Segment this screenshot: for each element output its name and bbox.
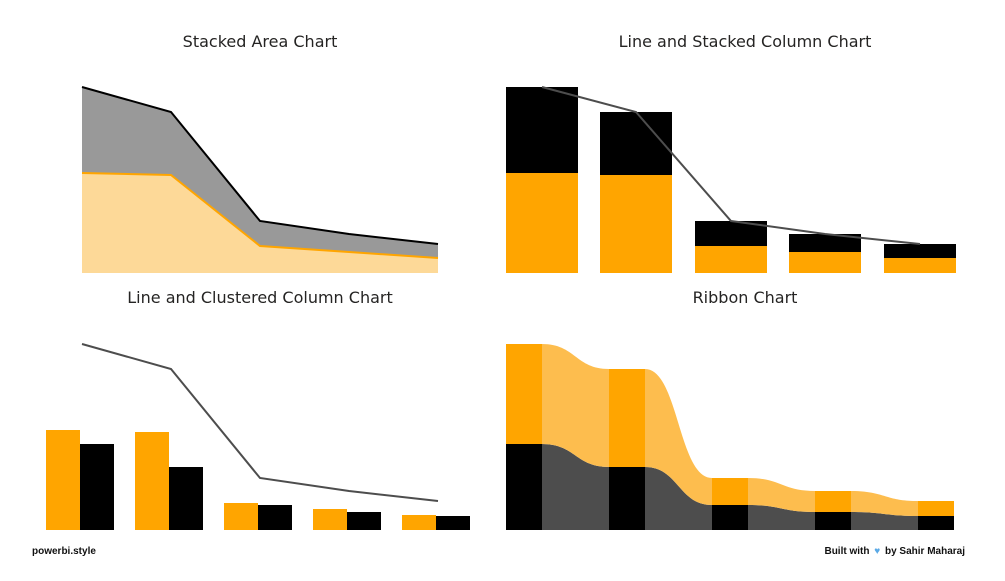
ribbon-black [542,444,609,530]
bar-black [169,467,203,530]
line-clustered-column-title: Line and Clustered Column Chart [127,288,392,307]
bar-orange [884,258,956,273]
area-black [82,87,438,258]
total-line [81,343,439,502]
bar-orange [46,430,80,530]
ribbon-black [645,467,712,530]
bar-black [347,512,381,530]
stacked-area-title: Stacked Area Chart [183,32,338,51]
line-stacked-column-chart [506,86,956,273]
line-orange [81,172,439,259]
bar-black [609,467,645,530]
bar-black [258,505,292,530]
bar-black [712,505,748,530]
bar-black [506,87,578,173]
stacked-area-chart [81,86,439,273]
bar-orange [506,173,578,273]
bar-orange [815,491,851,512]
ribbon-orange [748,478,815,512]
bar-orange [695,246,767,273]
bar-orange [600,175,672,273]
bar-black [80,444,114,530]
bar-orange [313,509,347,530]
bar-orange [609,369,645,467]
bar-black [436,516,470,530]
ribbon-chart [506,344,954,530]
bar-black [600,112,672,175]
bar-orange [402,515,436,530]
ribbon-orange [542,344,609,467]
bar-orange [506,344,542,444]
ribbon-orange [851,491,918,516]
bar-black [789,234,861,252]
built-with-text: Built with [824,546,870,557]
ribbon-title: Ribbon Chart [693,288,798,307]
bar-orange [789,252,861,273]
bar-black [506,444,542,530]
area-orange [82,173,438,273]
site-label: powerbi.style [32,546,96,557]
line-stacked-column-title: Line and Stacked Column Chart [619,32,872,51]
bar-orange [135,432,169,530]
bar-orange [712,478,748,505]
bar-black [815,512,851,530]
author-text: by Sahir Maharaj [884,546,965,557]
total-line [541,86,921,245]
heart-icon: ♥ [874,546,881,557]
bar-black [884,244,956,258]
ribbon-orange [645,369,712,505]
ribbon-black [748,505,815,530]
bar-orange [224,503,258,530]
bar-orange [918,501,954,516]
credit: Built with ♥ by Sahir Maharaj [824,546,965,557]
line-clustered-column-chart [46,343,470,530]
line-black [81,86,439,245]
ribbon-black [851,512,918,530]
bar-black [918,516,954,530]
